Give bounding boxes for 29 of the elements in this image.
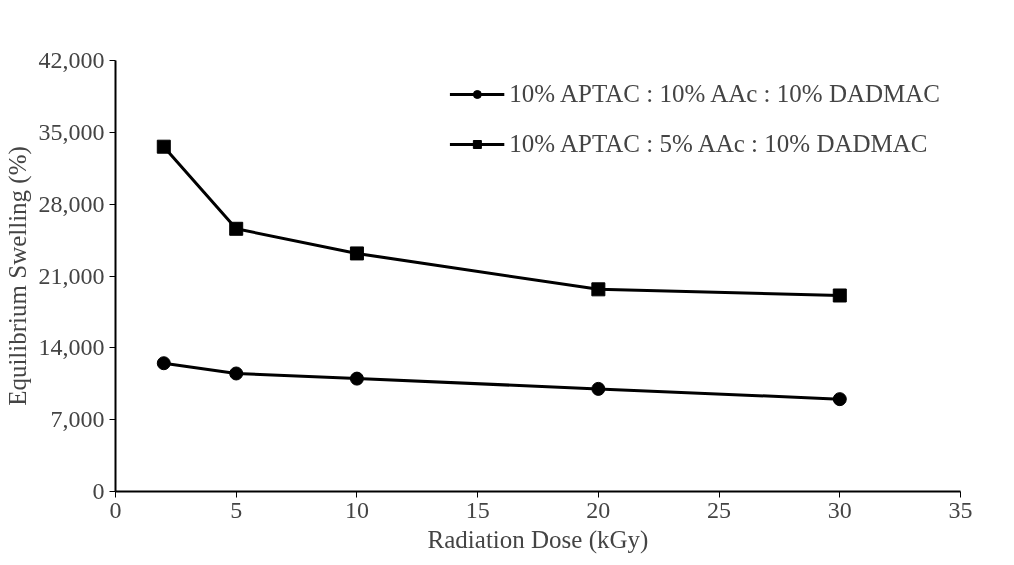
point [832,288,847,303]
x-tick-label: 20 [586,496,611,523]
y-tick-label: 14,000 [38,334,105,361]
y-tick-label: 28,000 [38,190,105,217]
point [349,371,364,386]
y-tick-label: 21,000 [38,262,105,289]
y-tick-label: 42,000 [38,47,105,73]
point [229,366,244,381]
x-tick-label: 0 [109,496,122,523]
point [832,392,847,407]
x-axis-title: Radiation Dose (kGy) [427,525,649,554]
point [591,282,606,297]
point [591,381,606,396]
legend-label: 10% APTAC : 10% AAc : 10% DADMAC [509,80,940,108]
point [349,246,364,261]
point [156,356,171,371]
y-tick-label: 7,000 [50,406,105,433]
legend-label: 10% APTAC : 5% AAc : 10% DADMAC [509,130,928,158]
x-tick-label: 5 [230,496,243,523]
point [229,221,244,236]
y-tick-label: 0 [92,478,105,504]
x-tick-label: 25 [707,496,732,523]
point [156,139,171,154]
x-tick-label: 10 [344,496,369,523]
y-axis-title: Equilibrium Swelling (%) [3,146,32,406]
y-tick-label: 35,000 [38,118,105,145]
x-tick-label: 15 [465,496,490,523]
x-tick-label: 35 [948,496,973,523]
x-tick-label: 30 [827,496,852,523]
